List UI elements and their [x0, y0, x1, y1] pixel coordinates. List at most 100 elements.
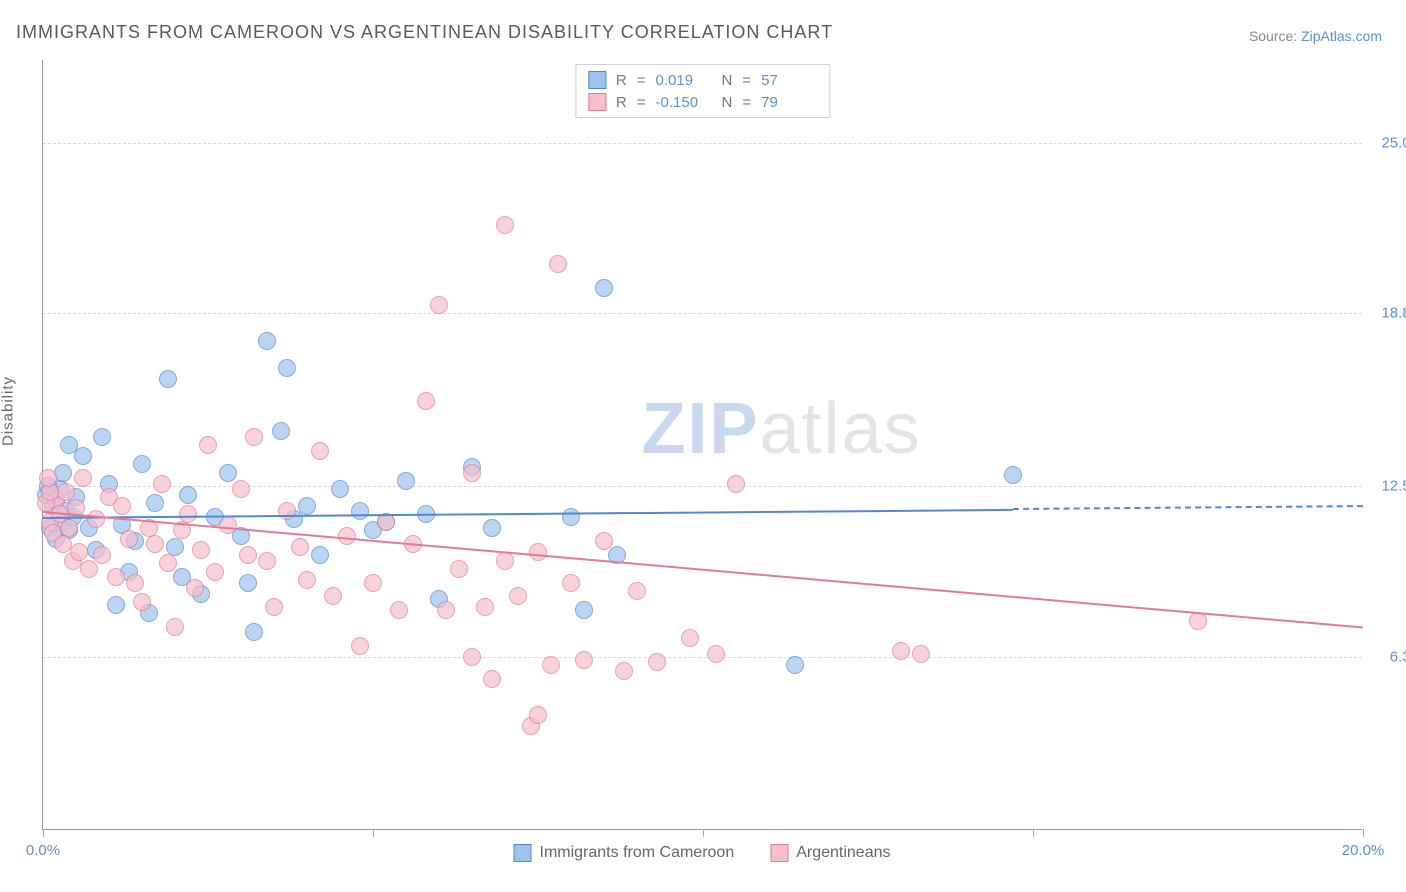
r-label: R [616, 72, 627, 89]
data-point-argentineans [159, 554, 177, 572]
data-point-argentineans [93, 546, 111, 564]
source-prefix: Source: [1249, 28, 1301, 44]
data-point-cameroon [133, 455, 151, 473]
legend-label-cameroon: Immigrants from Cameroon [539, 844, 734, 862]
data-point-argentineans [364, 574, 382, 592]
data-point-argentineans [60, 519, 78, 537]
r-value-cameroon: 0.019 [656, 72, 712, 89]
data-point-argentineans [483, 670, 501, 688]
data-point-argentineans [265, 598, 283, 616]
eq-sign: = [742, 94, 751, 111]
data-point-argentineans [338, 527, 356, 545]
plot-area: ZIPatlas R = 0.019 N = 57 R = -0.150 [42, 60, 1362, 830]
data-point-argentineans [628, 582, 646, 600]
data-point-argentineans [681, 629, 699, 647]
data-point-cameroon [146, 494, 164, 512]
gridline [43, 313, 1362, 314]
data-point-argentineans [133, 593, 151, 611]
data-point-argentineans [463, 648, 481, 666]
data-point-cameroon [258, 332, 276, 350]
data-point-argentineans [179, 505, 197, 523]
data-point-cameroon [74, 447, 92, 465]
correlation-legend: R = 0.019 N = 57 R = -0.150 N = 79 [575, 64, 830, 118]
data-point-argentineans [529, 543, 547, 561]
data-point-argentineans [463, 464, 481, 482]
x-tick [1033, 829, 1034, 837]
data-point-argentineans [351, 637, 369, 655]
x-tick [703, 829, 704, 837]
data-point-argentineans [529, 706, 547, 724]
data-point-argentineans [39, 469, 57, 487]
data-point-cameroon [179, 486, 197, 504]
data-point-argentineans [239, 546, 257, 564]
y-axis-label: Disability [0, 376, 17, 446]
data-point-argentineans [219, 516, 237, 534]
correlation-row-cameroon: R = 0.019 N = 57 [584, 69, 821, 91]
page-root: IMMIGRANTS FROM CAMEROON VS ARGENTINEAN … [0, 0, 1406, 892]
data-point-argentineans [549, 255, 567, 273]
chart-area: ZIPatlas R = 0.019 N = 57 R = -0.150 [42, 60, 1362, 830]
data-point-cameroon [311, 546, 329, 564]
swatch-cameroon [513, 844, 531, 862]
chart-title: IMMIGRANTS FROM CAMEROON VS ARGENTINEAN … [16, 22, 833, 43]
source-link[interactable]: ZipAtlas.com [1301, 28, 1382, 44]
swatch-argentineans [588, 93, 606, 111]
data-point-argentineans [120, 530, 138, 548]
x-tick [43, 829, 44, 837]
trend-line-cameroon-extrapolated [1013, 505, 1363, 510]
data-point-argentineans [450, 560, 468, 578]
data-point-argentineans [324, 587, 342, 605]
y-tick-label: 25.0% [1368, 134, 1406, 151]
data-point-cameroon [351, 502, 369, 520]
r-label: R [616, 94, 627, 111]
data-point-argentineans [192, 541, 210, 559]
data-point-argentineans [146, 535, 164, 553]
data-point-argentineans [562, 574, 580, 592]
data-point-argentineans [232, 480, 250, 498]
legend-label-argentineans: Argentineans [796, 844, 890, 862]
data-point-argentineans [258, 552, 276, 570]
data-point-cameroon [245, 623, 263, 641]
source-attribution: Source: ZipAtlas.com [1249, 28, 1382, 44]
x-tick [373, 829, 374, 837]
data-point-cameroon [1004, 466, 1022, 484]
legend-item-argentineans: Argentineans [770, 844, 890, 862]
gridline [43, 657, 1362, 658]
data-point-argentineans [496, 552, 514, 570]
data-point-argentineans [595, 532, 613, 550]
data-point-argentineans [87, 510, 105, 528]
y-tick-label: 6.3% [1368, 648, 1406, 665]
data-point-argentineans [496, 216, 514, 234]
n-value-cameroon: 57 [761, 72, 817, 89]
data-point-cameroon [239, 574, 257, 592]
correlation-row-argentineans: R = -0.150 N = 79 [584, 91, 821, 113]
data-point-argentineans [206, 563, 224, 581]
swatch-cameroon [588, 71, 606, 89]
data-point-cameroon [159, 370, 177, 388]
gridline [43, 143, 1362, 144]
data-point-argentineans [430, 296, 448, 314]
data-point-argentineans [113, 497, 131, 515]
data-point-argentineans [437, 601, 455, 619]
data-point-argentineans [476, 598, 494, 616]
x-tick-label: 20.0% [1342, 842, 1385, 859]
data-point-argentineans [153, 475, 171, 493]
data-point-argentineans [278, 502, 296, 520]
data-point-cameroon [331, 480, 349, 498]
data-point-argentineans [417, 392, 435, 410]
data-point-argentineans [245, 428, 263, 446]
data-point-argentineans [54, 535, 72, 553]
data-point-argentineans [542, 656, 560, 674]
eq-sign: = [637, 94, 646, 111]
data-point-argentineans [70, 543, 88, 561]
data-point-argentineans [291, 538, 309, 556]
trend-line-argentineans [43, 511, 1363, 628]
x-tick-label: 0.0% [26, 842, 60, 859]
eq-sign: = [742, 72, 751, 89]
data-point-cameroon [93, 428, 111, 446]
data-point-argentineans [107, 568, 125, 586]
data-point-cameroon [483, 519, 501, 537]
data-point-cameroon [107, 596, 125, 614]
x-tick [1363, 829, 1364, 837]
data-point-cameroon [272, 422, 290, 440]
